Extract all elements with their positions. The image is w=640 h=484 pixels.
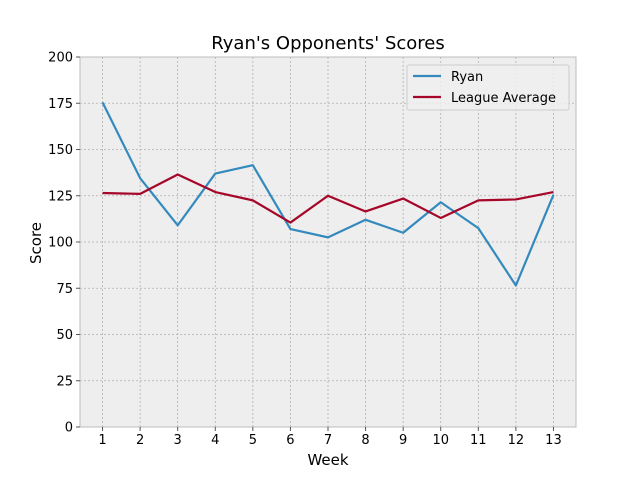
y-axis-label: Score <box>27 222 45 264</box>
legend-box <box>406 64 570 111</box>
chart-title: Ryan's Opponents' Scores <box>211 33 444 54</box>
series-lines <box>101 101 555 287</box>
x-tick-label: 8 <box>361 433 369 448</box>
x-tick-label: 4 <box>211 433 219 448</box>
x-tick-label: 3 <box>174 433 182 448</box>
y-tick-label: 125 <box>48 189 73 204</box>
x-axis: 1 2 3 4 5 6 7 8 9 10 11 12 13 <box>98 427 562 448</box>
y-tick-label: 75 <box>56 282 73 297</box>
x-tick-label: 13 <box>545 433 562 448</box>
x-tick-label: 5 <box>249 433 257 448</box>
x-tick-label: 12 <box>508 433 525 448</box>
y-axis: 0 25 50 75 100 125 150 175 200 <box>48 51 80 436</box>
y-tick-label: 150 <box>48 143 73 158</box>
series-line-league-average <box>102 173 554 224</box>
y-tick-label: 200 <box>48 51 73 66</box>
series-line-ryan <box>101 101 555 287</box>
y-tick-label: 25 <box>56 374 73 389</box>
y-tick-label: 50 <box>56 328 73 343</box>
x-tick-label: 7 <box>324 433 332 448</box>
legend-label-league-average: League Average <box>451 91 556 106</box>
legend-label-ryan: Ryan <box>451 70 483 85</box>
y-tick-label: 175 <box>48 97 73 112</box>
x-tick-label: 11 <box>470 433 487 448</box>
x-tick-label: 1 <box>98 433 106 448</box>
x-axis-label: Week <box>307 451 348 469</box>
x-tick-label: 6 <box>286 433 294 448</box>
y-tick-label: 100 <box>48 236 73 251</box>
plot-area <box>79 56 577 428</box>
x-tick-label: 2 <box>136 433 144 448</box>
x-tick-label: 9 <box>399 433 407 448</box>
x-tick-label: 10 <box>432 433 449 448</box>
y-tick-label: 0 <box>65 421 73 436</box>
legend: Ryan League Average <box>406 64 570 111</box>
